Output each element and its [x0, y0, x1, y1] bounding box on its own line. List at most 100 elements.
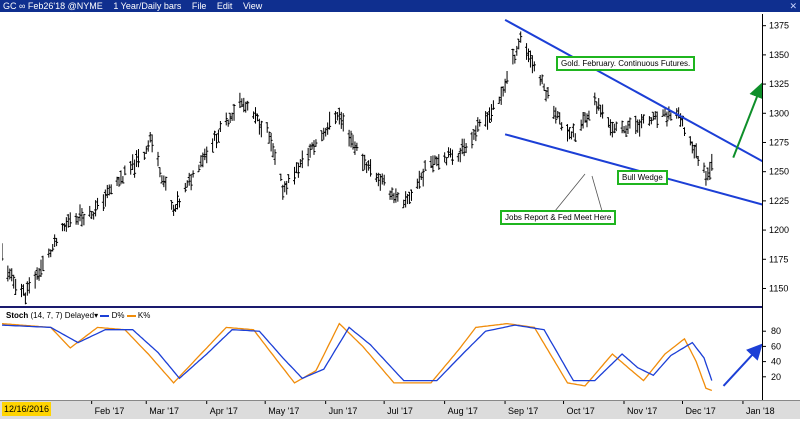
price-bar	[423, 160, 427, 171]
price-bar	[704, 170, 708, 186]
price-bar	[408, 191, 412, 205]
price-bar	[203, 148, 207, 161]
timeframe-label[interactable]: 1 Year/Daily bars	[113, 1, 182, 11]
price-bar	[35, 267, 39, 280]
time-tick-label: Mar '17	[149, 406, 179, 416]
menu-edit[interactable]: Edit	[216, 1, 233, 11]
price-bar	[246, 100, 250, 111]
price-bar	[470, 131, 474, 149]
stoch-label: Stoch	[6, 311, 29, 320]
price-bar	[417, 170, 421, 189]
price-bar	[287, 174, 291, 184]
price-bar	[197, 164, 201, 173]
price-bar	[527, 48, 530, 63]
panel-divider[interactable]	[0, 306, 800, 308]
price-bar	[339, 111, 343, 129]
price-bar	[620, 120, 624, 134]
price-bar	[60, 223, 64, 232]
price-bar	[279, 173, 283, 182]
price-bar	[170, 200, 174, 210]
price-chart	[0, 18, 800, 305]
time-tick-label: Jul '17	[387, 406, 413, 416]
price-bar	[213, 130, 217, 141]
price-bar	[115, 176, 119, 186]
price-bar	[47, 248, 51, 258]
price-bar	[33, 271, 37, 289]
price-bar	[74, 213, 78, 225]
time-tick-label: Aug '17	[448, 406, 478, 416]
price-bar	[68, 212, 72, 227]
price-bar	[310, 142, 314, 150]
price-bar	[230, 112, 234, 121]
price-bar	[636, 119, 640, 133]
price-bar	[341, 113, 345, 132]
menu-file[interactable]: File	[191, 1, 207, 11]
price-bar	[382, 174, 386, 186]
callout-line	[554, 173, 586, 212]
price-bar	[252, 111, 256, 119]
price-bar	[392, 192, 396, 204]
price-bar	[501, 86, 505, 97]
price-tick-label: 1375	[769, 21, 789, 31]
price-bar	[333, 111, 337, 125]
price-bar	[669, 112, 673, 121]
price-bar	[174, 204, 178, 212]
price-bar	[322, 127, 326, 140]
price-bar	[335, 112, 339, 121]
close-icon[interactable]: ✕	[789, 1, 797, 11]
price-bar	[142, 151, 146, 160]
price-bar	[696, 155, 700, 166]
d-line-swatch	[100, 314, 110, 317]
price-bar	[497, 96, 501, 104]
price-bar	[367, 160, 371, 171]
price-bar	[692, 144, 696, 159]
price-bar	[117, 176, 121, 187]
stoch-panel[interactable]	[1, 308, 763, 400]
price-bar	[519, 31, 523, 43]
price-tick-label: 1300	[769, 108, 789, 118]
price-tick-label: 1225	[769, 196, 789, 206]
price-bar	[66, 214, 70, 228]
price-bar	[12, 274, 16, 289]
price-bar	[164, 176, 168, 191]
dropdown-icon[interactable]: ▾	[94, 311, 99, 320]
price-bar	[456, 153, 460, 162]
price-bar	[39, 259, 43, 277]
price-bar	[538, 74, 542, 86]
price-bar	[530, 55, 534, 74]
price-bar	[238, 92, 242, 109]
price-bar	[156, 151, 160, 167]
price-bar	[53, 234, 57, 248]
price-bar	[20, 283, 23, 298]
price-bar	[41, 255, 45, 272]
price-bar	[653, 111, 657, 120]
price-bar	[476, 117, 480, 132]
price-bar	[579, 119, 583, 131]
stoch-tick-label: 40	[771, 357, 781, 367]
arrow-stoch-up	[722, 343, 763, 387]
price-bar	[129, 160, 133, 175]
price-bar	[569, 131, 573, 140]
menu-view[interactable]: View	[242, 1, 263, 11]
price-bar	[135, 150, 139, 167]
price-bar	[552, 105, 556, 120]
price-bar	[283, 181, 287, 193]
price-bar	[462, 138, 466, 157]
price-bar	[505, 71, 509, 84]
start-date-label: 12/16/2016	[2, 402, 52, 416]
d-label: D%	[111, 311, 125, 320]
price-bar	[528, 50, 532, 68]
value-axis: 1150 1175 1200 1225 1250 1275 1300 1325 1350 1375…	[762, 14, 800, 400]
price-bar	[281, 184, 285, 200]
price-bar	[285, 180, 289, 195]
price-bar	[326, 122, 330, 135]
price-bar	[177, 198, 181, 208]
price-bar	[503, 78, 507, 93]
price-bar	[525, 43, 529, 60]
price-bar	[23, 292, 27, 305]
arrow-price-target	[732, 81, 765, 159]
price-bar	[355, 142, 359, 151]
price-bar	[294, 162, 298, 174]
price-bar	[109, 184, 113, 195]
price-bar	[542, 83, 546, 92]
